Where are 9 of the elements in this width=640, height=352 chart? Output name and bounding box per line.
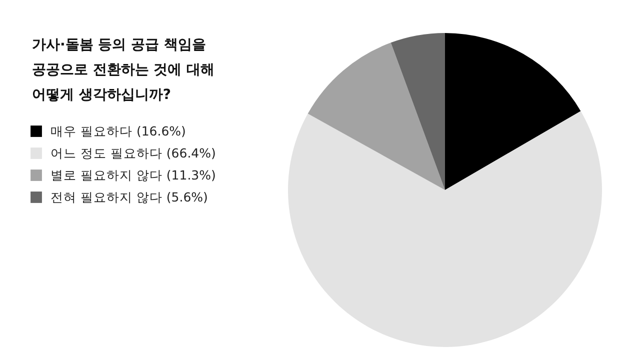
pie-slice (308, 42, 445, 190)
pie-slice (288, 111, 602, 347)
pie-slice (445, 33, 581, 190)
legend-label: 전혀 필요하지 않다 (5.6%) (50, 189, 208, 204)
legend-label: 별로 필요하지 않다 (11.3%) (50, 167, 216, 182)
legend-label: 매우 필요하다 (16.6%) (50, 123, 186, 138)
text: 가사·돌봄 등의 공급 책임을 공공으로 전환하는 것에 대해 어떻게 생각하십니까? (32, 37, 215, 103)
legend-label: 어느 정도 필요하다 (66.4%) (50, 145, 216, 160)
pie-slice (390, 33, 445, 190)
